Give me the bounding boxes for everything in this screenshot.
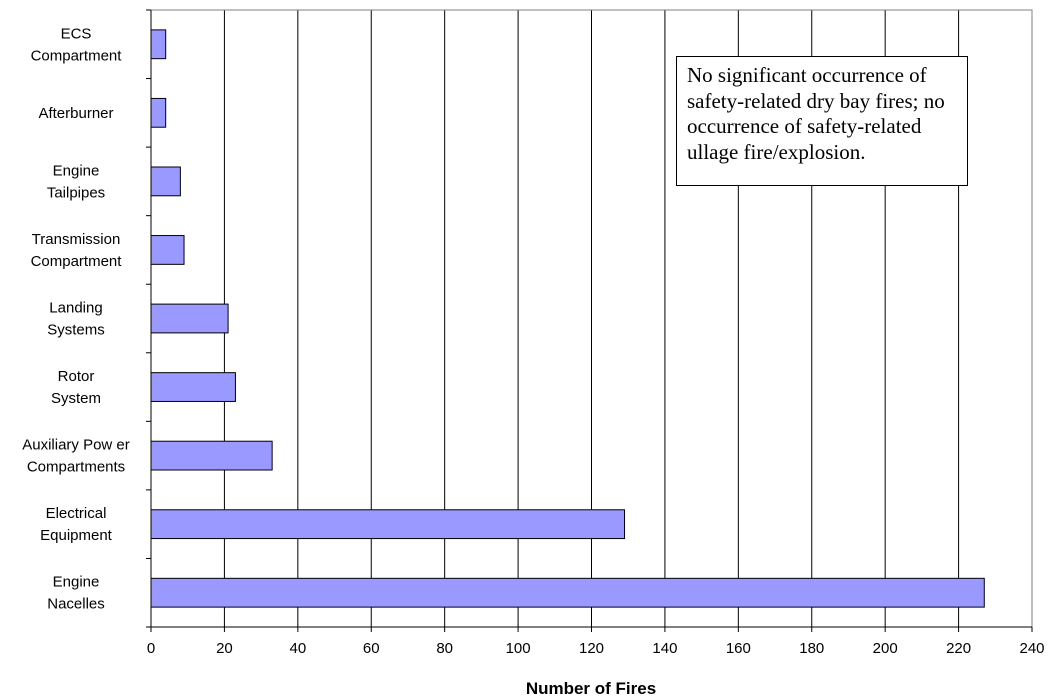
axes [146, 9, 1033, 632]
category-label: Afterburner [38, 105, 113, 122]
annotation-line: ullage fire/explosion. [687, 139, 866, 164]
bar [150, 440, 273, 471]
category-label-line: Afterburner [38, 105, 113, 122]
x-tick-label: 100 [506, 640, 531, 657]
category-label-line: Tailpipes [47, 184, 105, 201]
x-tick-label: 20 [216, 640, 233, 657]
bar [150, 166, 181, 197]
category-labels: ECS Compartment Afterburner Engine Tailpipes… [22, 25, 130, 612]
bar [150, 577, 985, 608]
category-label-line: Engine [53, 574, 100, 591]
bar [150, 29, 167, 60]
category-label-line: Equipment [40, 527, 113, 544]
x-tick-label: 220 [946, 640, 971, 657]
category-label-line: Compartment [31, 253, 123, 270]
category-label-line: Systems [47, 322, 105, 339]
category-label: Engine Nacelles [47, 574, 105, 613]
x-tick-label: 160 [726, 640, 751, 657]
x-tick-label: 120 [579, 640, 604, 657]
x-tick-label: 40 [289, 640, 306, 657]
category-label-line: Engine [53, 162, 100, 179]
bar [150, 509, 626, 540]
x-tick-labels: 0 20 40 60 80 100 120 140 160 180 200 220 240 [147, 640, 1045, 657]
category-label: Landing Systems [47, 300, 105, 339]
category-label-line: Landing [49, 300, 102, 317]
category-label-line: Compartments [27, 459, 125, 476]
x-tick-label: 140 [652, 640, 677, 657]
bar [150, 97, 167, 128]
category-label: Transmission Compartment [31, 231, 123, 270]
annotation-line: No significant occurrence of [687, 63, 927, 87]
category-label-line: System [51, 390, 101, 407]
x-tick-label: 0 [147, 640, 155, 657]
category-label-line: ECS [61, 25, 92, 42]
annotation-box: No significant occurrence of safety-rela… [676, 56, 968, 186]
category-label: Auxiliary Pow er Compartments [22, 437, 130, 476]
category-label-line: Nacelles [47, 596, 105, 613]
x-axis-title: Number of Fires [526, 679, 656, 698]
category-label-line: Transmission [32, 231, 121, 248]
category-label-line: Rotor [58, 368, 95, 385]
x-tick-label: 80 [436, 640, 453, 657]
bar [150, 303, 229, 334]
x-tick-label: 60 [363, 640, 380, 657]
category-label: Electrical Equipment [40, 505, 113, 544]
x-tick-label: 200 [873, 640, 898, 657]
x-tick-label: 240 [1019, 640, 1044, 657]
bar [150, 235, 185, 265]
bars [150, 29, 985, 608]
category-label: Engine Tailpipes [47, 162, 105, 201]
bar [150, 372, 236, 402]
category-label: Rotor System [51, 368, 101, 407]
category-label-line: Electrical [46, 505, 107, 522]
annotation-line: occurrence of safety-related [687, 114, 922, 138]
category-label-line: Auxiliary Pow er [22, 437, 130, 454]
category-label-line: Compartment [31, 47, 123, 64]
x-tick-label: 180 [799, 640, 824, 657]
annotation-line: safety-related dry bay fires; no [687, 88, 945, 113]
category-label: ECS Compartment [31, 25, 123, 64]
